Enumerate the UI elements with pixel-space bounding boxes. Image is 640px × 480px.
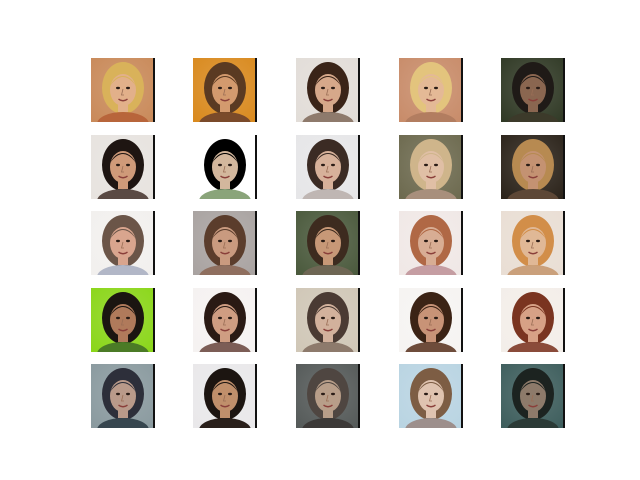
portrait-image <box>296 58 360 122</box>
portrait-thumbnail <box>501 364 565 428</box>
portrait-thumbnail <box>296 364 360 428</box>
portrait-thumbnail <box>91 288 155 352</box>
portrait-thumbnail <box>193 211 257 275</box>
portrait-thumbnail <box>193 288 257 352</box>
portrait-thumbnail <box>501 58 565 122</box>
portrait-image <box>296 135 360 199</box>
portrait-image <box>501 364 565 428</box>
portrait-thumbnail <box>296 135 360 199</box>
portrait-image <box>296 211 360 275</box>
portrait-image <box>193 58 257 122</box>
portrait-thumbnail <box>501 211 565 275</box>
portrait-image <box>501 288 565 352</box>
portrait-thumbnail <box>296 211 360 275</box>
portrait-thumbnail <box>193 364 257 428</box>
portrait-image <box>193 135 257 199</box>
portrait-image <box>501 135 565 199</box>
portrait-image <box>399 364 463 428</box>
portrait-thumbnail <box>193 58 257 122</box>
portrait-thumbnail <box>91 364 155 428</box>
portrait-image <box>296 288 360 352</box>
portrait-image <box>501 58 565 122</box>
portrait-thumbnail <box>399 58 463 122</box>
portrait-image <box>193 288 257 352</box>
portrait-thumbnail <box>296 288 360 352</box>
portrait-thumbnail <box>399 135 463 199</box>
portrait-image <box>91 135 155 199</box>
portrait-thumbnail <box>91 135 155 199</box>
portrait-image <box>399 288 463 352</box>
portrait-image <box>91 364 155 428</box>
portrait-image <box>91 288 155 352</box>
portrait-image <box>193 364 257 428</box>
portrait-thumbnail <box>501 288 565 352</box>
portrait-image <box>91 58 155 122</box>
portrait-thumbnail <box>91 58 155 122</box>
portrait-thumbnail <box>193 135 257 199</box>
portrait-thumbnail <box>501 135 565 199</box>
portrait-thumbnail <box>399 364 463 428</box>
portrait-image <box>399 58 463 122</box>
portrait-thumbnail <box>399 288 463 352</box>
portrait-thumbnail <box>399 211 463 275</box>
portrait-image <box>193 211 257 275</box>
portrait-image <box>91 211 155 275</box>
portrait-image <box>399 211 463 275</box>
portrait-image <box>296 364 360 428</box>
portrait-thumbnail <box>296 58 360 122</box>
portrait-image <box>399 135 463 199</box>
portrait-thumbnail <box>91 211 155 275</box>
portrait-image <box>501 211 565 275</box>
